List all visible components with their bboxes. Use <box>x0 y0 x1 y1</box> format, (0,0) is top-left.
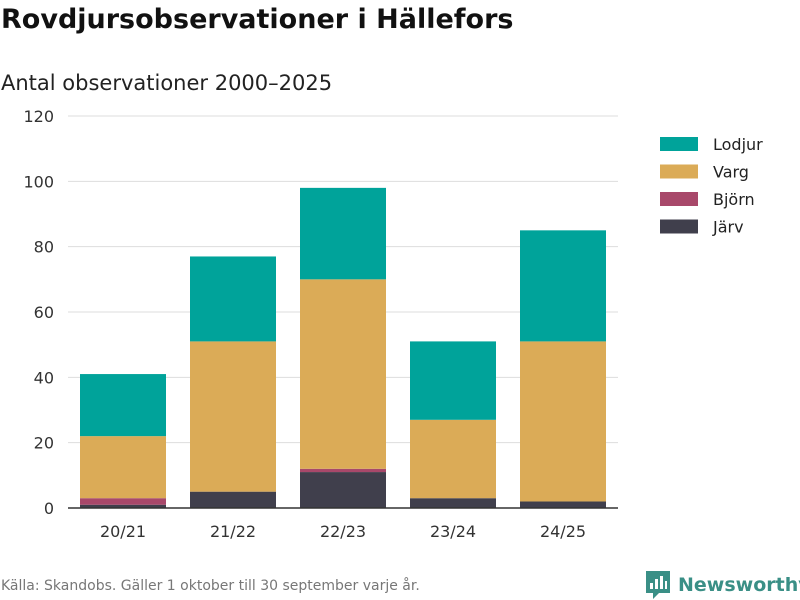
newsworthy-logo-icon <box>646 571 670 599</box>
legend-swatch-järv <box>660 219 698 234</box>
bar-lodjur-24-25 <box>520 230 606 342</box>
legend-swatch-varg <box>660 164 698 179</box>
bar-björn-22-23 <box>300 468 386 473</box>
x-tick-label: 22/23 <box>320 522 366 541</box>
bar-varg-24-25 <box>520 341 606 502</box>
bar-varg-22-23 <box>300 279 386 469</box>
legend-swatch-lodjur <box>660 137 698 151</box>
bar-järv-24-25 <box>520 501 606 508</box>
bar-varg-23-24 <box>410 419 496 499</box>
bar-lodjur-21-22 <box>190 256 276 342</box>
y-tick-label: 100 <box>23 172 54 191</box>
chart-title: Rovdjursobservationer i Hällefors <box>1 4 514 35</box>
legend-swatch-björn <box>660 192 698 206</box>
bar-varg-21-22 <box>190 341 276 492</box>
legend-label-björn: Björn <box>713 190 755 209</box>
bar-lodjur-20-21 <box>80 374 166 437</box>
chart-area: 0 20 40 60 80 100 120 20/21 21/22 22/23 23/24 24/25… <box>23 107 763 541</box>
source-note: Källa: Skandobs. Gäller 1 oktober till 3… <box>1 578 420 594</box>
bar-björn-20-21 <box>80 498 166 505</box>
bar-lodjur-23-24 <box>410 341 496 420</box>
legend-label-varg: Varg <box>713 163 749 182</box>
bar-järv-20-21 <box>80 504 166 508</box>
x-tick-label: 20/21 <box>100 522 146 541</box>
brand-name: Newsworthy <box>678 574 800 596</box>
legend-label-järv: Järv <box>712 218 744 237</box>
y-tick-label: 40 <box>34 368 54 387</box>
bar-järv-22-23 <box>300 472 386 508</box>
bar-järv-23-24 <box>410 498 496 508</box>
x-tick-label: 23/24 <box>430 522 476 541</box>
x-tick-label: 24/25 <box>540 522 586 541</box>
bar-järv-21-22 <box>190 491 276 508</box>
x-tick-label: 21/22 <box>210 522 256 541</box>
brand: Newsworthy <box>645 570 800 600</box>
y-tick-label: 20 <box>34 434 54 453</box>
chart-subtitle: Antal observationer 2000–2025 <box>1 71 333 95</box>
bar-varg-20-21 <box>80 436 166 499</box>
y-tick-label: 60 <box>34 303 54 322</box>
legend-label-lodjur: Lodjur <box>713 135 763 154</box>
bar-lodjur-22-23 <box>300 187 386 280</box>
y-tick-label: 120 <box>23 107 54 126</box>
y-tick-label: 80 <box>34 238 54 257</box>
y-tick-label: 0 <box>44 499 54 518</box>
